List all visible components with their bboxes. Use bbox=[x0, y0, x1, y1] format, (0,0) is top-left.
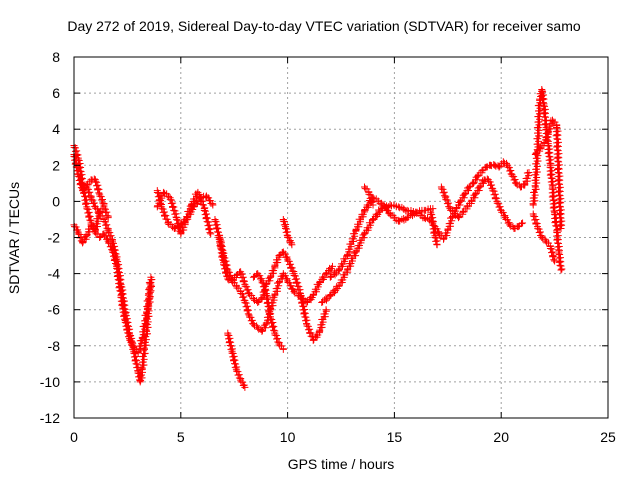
x-tick-label: 10 bbox=[280, 429, 296, 445]
y-tick-label: -8 bbox=[48, 338, 61, 354]
series-s12-markers bbox=[318, 201, 437, 306]
x-tick-label: 20 bbox=[493, 429, 509, 445]
series-s17-markers bbox=[427, 208, 441, 249]
series-s11-markers bbox=[279, 215, 296, 249]
series-s2-markers bbox=[70, 141, 155, 357]
chart-title: Day 272 of 2019, Sidereal Day-to-day VTE… bbox=[67, 18, 581, 34]
y-tick-label: -12 bbox=[40, 410, 60, 426]
series-s16-markers bbox=[437, 175, 527, 232]
data-points bbox=[70, 85, 566, 391]
series-s10-markers bbox=[249, 270, 287, 353]
series-s9-markers bbox=[224, 329, 249, 391]
y-tick-label: 0 bbox=[52, 193, 60, 209]
x-tick-label: 15 bbox=[387, 429, 403, 445]
y-tick-label: 2 bbox=[52, 157, 60, 173]
y-tick-label: -2 bbox=[48, 230, 61, 246]
x-axis-label: GPS time / hours bbox=[287, 456, 395, 472]
gridlines bbox=[74, 57, 608, 418]
series-s8-markers bbox=[215, 232, 330, 344]
axis-ticks bbox=[73, 56, 609, 419]
y-tick-label: 4 bbox=[52, 121, 60, 137]
y-tick-label: -6 bbox=[48, 302, 61, 318]
x-tick-label: 5 bbox=[177, 429, 185, 445]
y-tick-label: -4 bbox=[48, 266, 61, 282]
series-s20-markers bbox=[529, 210, 559, 265]
series-s6-markers bbox=[153, 188, 215, 238]
y-tick-label: 6 bbox=[52, 85, 60, 101]
y-axis-label: SDTVAR / TECUs bbox=[6, 181, 22, 295]
x-tick-label: 25 bbox=[600, 429, 616, 445]
series-s19-markers bbox=[531, 116, 566, 232]
series-s14-markers bbox=[360, 183, 377, 209]
series-s4-markers bbox=[83, 175, 108, 209]
y-tick-label: -10 bbox=[40, 374, 60, 390]
y-tick-label: 8 bbox=[52, 49, 60, 65]
x-tick-label: 0 bbox=[70, 429, 78, 445]
